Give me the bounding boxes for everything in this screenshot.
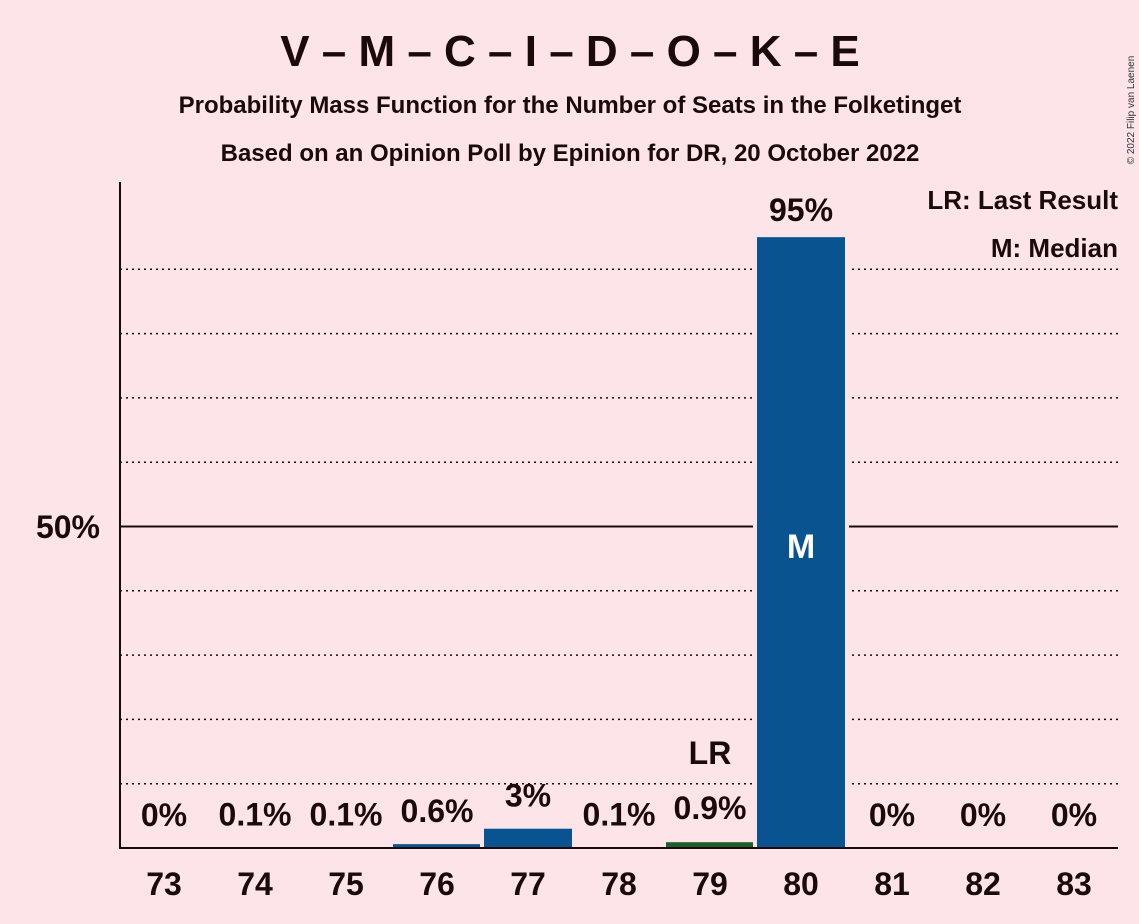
legend-median: M: Median bbox=[991, 233, 1118, 263]
value-label-82: 0% bbox=[960, 797, 1006, 833]
value-label-78: 0.1% bbox=[583, 796, 656, 832]
value-label-83: 0% bbox=[1051, 797, 1097, 833]
bars bbox=[207, 237, 849, 849]
x-tick-79: 79 bbox=[692, 866, 728, 902]
x-tick-74: 74 bbox=[237, 866, 273, 902]
value-label-75: 0.1% bbox=[310, 796, 383, 832]
x-tick-76: 76 bbox=[419, 866, 455, 902]
bar-76 bbox=[393, 844, 481, 848]
value-label-79: 0.9% bbox=[674, 790, 747, 826]
chart-title: V – M – C – I – D – O – K – E bbox=[280, 27, 860, 76]
value-label-73: 0% bbox=[141, 797, 187, 833]
bar-80 bbox=[757, 237, 845, 848]
bar-77 bbox=[484, 828, 572, 848]
gridlines bbox=[120, 268, 1118, 785]
x-tick-73: 73 bbox=[146, 866, 182, 902]
median-marker: M bbox=[787, 528, 815, 566]
x-tick-78: 78 bbox=[601, 866, 637, 902]
bar-79 bbox=[666, 842, 754, 848]
value-label-80: 95% bbox=[769, 192, 833, 228]
value-label-81: 0% bbox=[869, 797, 915, 833]
chart-subtitle: Probability Mass Function for the Number… bbox=[179, 92, 962, 119]
x-tick-80: 80 bbox=[783, 866, 819, 902]
copyright-note: © 2022 Filip van Laenen bbox=[1126, 56, 1137, 165]
x-tick-77: 77 bbox=[510, 866, 546, 902]
x-tick-82: 82 bbox=[965, 866, 1001, 902]
value-labels: 0% 0.1% 0.1% 0.6% 3% 0.1% 0.9% LR 95% M 0% 0% 0% bbox=[141, 192, 1097, 833]
value-label-76: 0.6% bbox=[401, 793, 474, 829]
legend-last-result: LR: Last Result bbox=[927, 185, 1118, 215]
last-result-marker: LR bbox=[689, 735, 732, 771]
chart-subtitle-2: Based on an Opinion Poll by Epinion for … bbox=[221, 140, 920, 167]
y-tick-label-50: 50% bbox=[36, 509, 100, 545]
x-tick-83: 83 bbox=[1056, 866, 1092, 902]
x-axis-ticks: 73 74 75 76 77 78 79 80 81 82 83 bbox=[146, 866, 1092, 902]
value-label-77: 3% bbox=[505, 778, 551, 814]
x-tick-81: 81 bbox=[874, 866, 910, 902]
value-label-74: 0.1% bbox=[219, 796, 292, 832]
x-tick-75: 75 bbox=[328, 866, 364, 902]
